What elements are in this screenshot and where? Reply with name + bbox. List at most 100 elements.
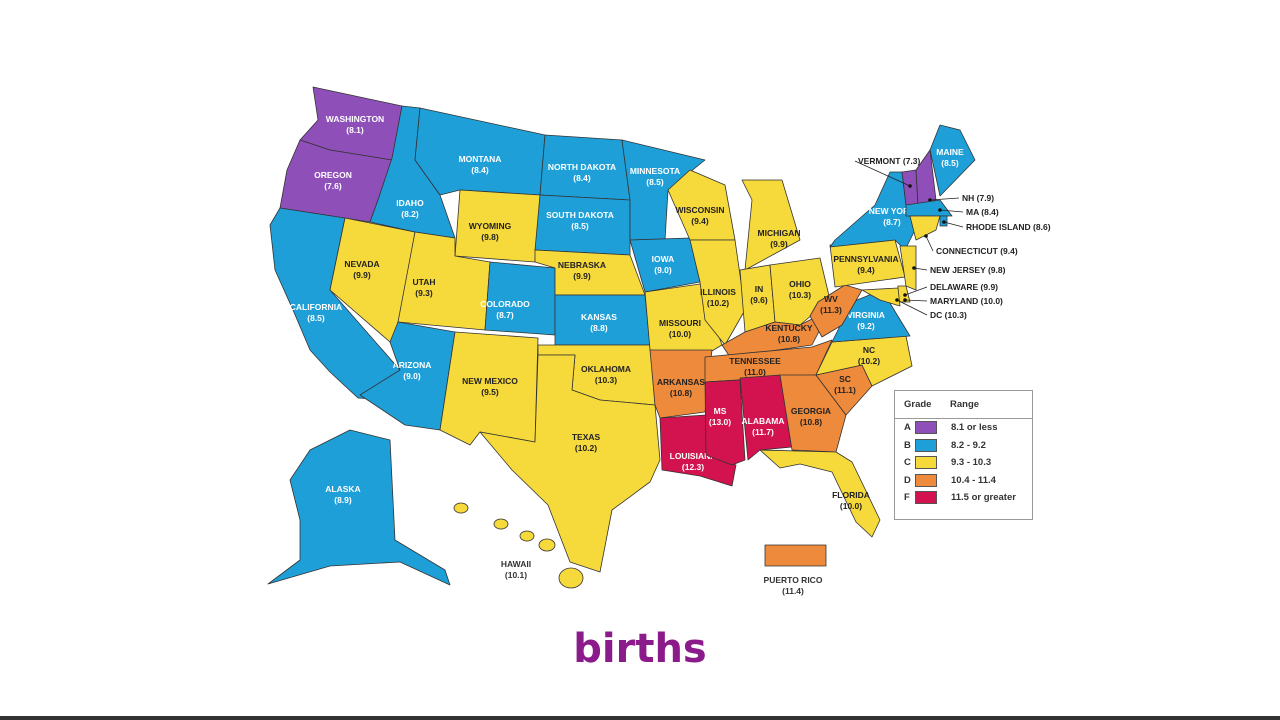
state-label: MISSOURI: [659, 318, 701, 328]
callout-label: MA (8.4): [966, 207, 999, 217]
callout-marker: [903, 293, 907, 297]
state-value: (9.8): [481, 232, 499, 242]
state-value: (8.5): [307, 313, 325, 323]
state-value: (10.0): [840, 501, 862, 511]
callout-marker: [924, 234, 928, 238]
legend-row-b: B 8.2 - 9.2: [904, 437, 1032, 455]
state-label: MINNESOTA: [630, 166, 680, 176]
state-label: UTAH: [413, 277, 436, 287]
state-label: NC: [863, 345, 875, 355]
legend-swatch: [915, 473, 937, 487]
state-label: OREGON: [314, 170, 352, 180]
callout-marker: [938, 208, 942, 212]
state-value: (8.5): [941, 158, 959, 168]
bottom-border: [0, 716, 1280, 720]
state-label: NEVADA: [344, 259, 379, 269]
state-label: WV: [824, 294, 838, 304]
state-label: IN: [755, 284, 764, 294]
callout-line: [854, 160, 911, 187]
state-label: NEBRASKA: [558, 260, 606, 270]
state-label: PENNSYLVANIA: [833, 254, 898, 264]
state-value: (10.2): [575, 443, 597, 453]
callout-line: [913, 267, 928, 271]
state-michigan: [741, 179, 801, 271]
state-label: TENNESSEE: [729, 356, 781, 366]
state-value: (10.0): [669, 329, 691, 339]
state-value: (10.8): [778, 334, 800, 344]
callout-marker: [928, 198, 932, 202]
hawaii-island: [519, 530, 535, 542]
state-alabama: [739, 374, 793, 461]
callout-label: NEW JERSEY (9.8): [930, 265, 1006, 275]
state-value: (8.5): [646, 177, 664, 187]
state-label: MS: [714, 406, 727, 416]
callout-line: [929, 197, 960, 201]
legend-grade: A: [904, 422, 911, 434]
legend-grade: D: [904, 474, 911, 486]
state-maine: [929, 124, 976, 197]
callout-label: DC (10.3): [930, 310, 967, 320]
state-label: KANSAS: [581, 312, 617, 322]
state-label: WYOMING: [469, 221, 512, 231]
state-label: LOUISIANA: [670, 451, 717, 461]
callout-line: [904, 299, 928, 302]
callout-marker: [908, 184, 912, 188]
callout-label: NH (7.9): [962, 193, 994, 203]
state-value: (10.3): [789, 290, 811, 300]
state-label: FLORIDA: [832, 490, 870, 500]
state-value: (7.6): [324, 181, 342, 191]
state-label: HAWAII: [501, 559, 531, 569]
legend-swatch: [915, 421, 937, 435]
legend-range: 8.1 or less: [951, 422, 998, 434]
hawaii-island: [453, 502, 469, 514]
legend-grade: F: [904, 492, 910, 504]
state-label: MAINE: [936, 147, 964, 157]
callout-label: DELAWARE (9.9): [930, 282, 998, 292]
hawaii-island: [538, 538, 556, 552]
state-label: WISCONSIN: [675, 205, 724, 215]
state-label: KENTUCKY: [765, 323, 813, 333]
state-ms: [704, 379, 746, 466]
state-value: (9.5): [481, 387, 499, 397]
legend-row-c: C 9.3 - 10.3: [904, 454, 1032, 472]
state-label: ALASKA: [325, 484, 360, 494]
state-label: IDAHO: [396, 198, 424, 208]
state-value: (10.3): [595, 375, 617, 385]
legend-range-header: Range: [950, 399, 980, 410]
state-label: GEORGIA: [791, 406, 831, 416]
state-alaska: [267, 429, 451, 586]
state-label: NEW MEXICO: [462, 376, 518, 386]
callout-line: [904, 286, 928, 296]
state-label: ALABAMA: [742, 416, 785, 426]
state-label: VIRGINIA: [847, 310, 885, 320]
state-new-jersey: [899, 245, 917, 291]
state-florida: [759, 449, 881, 538]
state-ma: [905, 199, 953, 217]
state-value: (12.3): [682, 462, 704, 472]
state-montana: [414, 107, 546, 196]
state-label: CALIFORNIA: [290, 302, 342, 312]
state-arkansas: [649, 349, 713, 419]
state-value: (9.4): [857, 265, 875, 275]
state-value: (8.8): [590, 323, 608, 333]
callout-line: [896, 299, 928, 316]
state-value: (10.8): [800, 417, 822, 427]
state-label: COLORADO: [480, 299, 530, 309]
state-value: (8.7): [496, 310, 514, 320]
legend-range: 8.2 - 9.2: [951, 439, 986, 451]
state-value: (9.4): [691, 216, 709, 226]
state-value: (9.9): [770, 239, 788, 249]
state-value: (9.9): [353, 270, 371, 280]
state-value: (8.4): [573, 173, 591, 183]
state-value: (10.1): [505, 570, 527, 580]
callout-marker: [895, 298, 899, 302]
state-value: (10.2): [858, 356, 880, 366]
state-puerto-rico: [764, 544, 827, 567]
legend-grade: B: [904, 439, 911, 451]
state-value: (11.7): [752, 427, 774, 437]
legend-range: 9.3 - 10.3: [951, 457, 992, 469]
callout-label: RHODE ISLAND (8.6): [966, 222, 1051, 232]
state-label: PUERTO RICO: [764, 575, 823, 585]
state-label: SC: [839, 374, 851, 384]
